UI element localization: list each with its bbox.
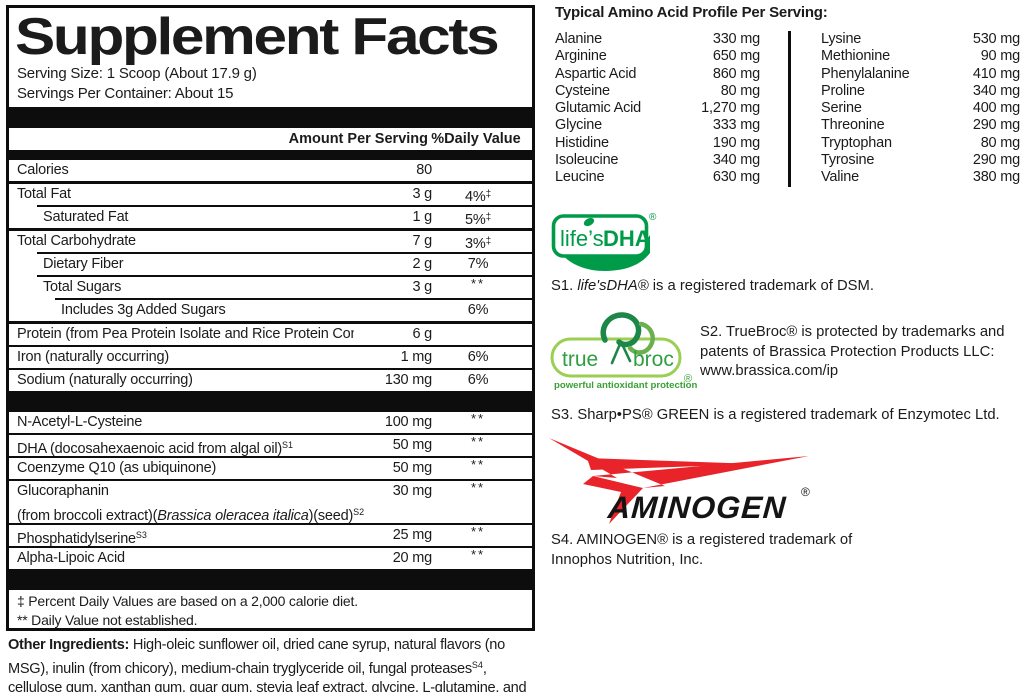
lifesdha-word-dha: DHA [603,226,651,251]
aminogen-logo: AMINOGEN ® [547,436,827,535]
trademark-note-s2: S2. TrueBroc® is protected by trademarks… [700,324,1005,379]
table-row-glucoraphanin-source: (from broccoli extract)(Brassica olerace… [17,507,365,523]
registered-mark: ® [649,212,657,223]
truebroc-logo-graphic: true broc powerful antioxidant protectio… [550,312,698,391]
list-item: Threonine 290 mg [821,117,1020,134]
list-item: Alanine 330 mg [555,31,760,47]
row-separator [9,523,532,525]
table-row-added-sugars: Includes 3g Added Sugars 6% [61,302,489,318]
lifesdha-logo-graphic: life’s DHA ® [551,212,657,271]
list-item: Tyrosine 290 mg [821,152,1020,169]
registered-mark: ® [684,373,692,385]
amino-acid-table: Alanine 330 mg Arginine 650 mg Aspartic Ac… [555,31,1020,187]
table-header: Amount Per Serving %Daily Value [9,128,532,150]
truebroc-tagline: powerful antioxidant protection [554,380,698,391]
list-item: Proline 340 mg [821,82,1020,99]
table-row-protein: Protein (from Pea Protein Isolate and Ri… [17,326,432,342]
list-item: Phenylalanine 410 mg [821,65,1020,82]
serving-size: Serving Size: 1 Scoop (About 17.9 g) [17,65,257,82]
footnotes: ‡ Percent Daily Values are based on a 2,… [9,590,532,628]
list-item: Histidine 190 mg [555,134,760,151]
column-header-amount: Amount Per Serving [288,131,428,147]
amino-column-right: Lysine 530 mg Methionine 90 mg Phenylalani… [821,31,1020,187]
column-header-daily-value: %Daily Value [431,131,521,147]
trademark-note-s1: S1. life'sDHA® is a registered trademark… [551,278,874,294]
amino-column-left: Alanine 330 mg Arginine 650 mg Aspartic Ac… [555,31,760,187]
row-separator [9,456,532,458]
footnote-dv-not-established: ** Daily Value not established. [17,611,198,628]
table-row-alpha-lipoic-acid: Alpha-Lipoic Acid 20 mg ** [17,547,486,566]
truebroc-logo: true broc powerful antioxidant protectio… [549,306,699,399]
row-separator [9,368,532,370]
servings-per-container: Servings Per Container: About 15 [17,85,234,102]
list-item: Arginine 650 mg [555,48,760,65]
list-item: Methionine 90 mg [821,48,1020,65]
row-separator [37,252,532,254]
truebroc-word-broc: broc [633,348,674,371]
page-title: Supplement Facts [15,8,500,66]
table-row-total-carbohydrate: Total Carbohydrate 7 g 3%‡ [17,233,491,252]
row-separator [9,321,532,324]
table-row-coq10: Coenzyme Q10 (as ubiquinone) 50 mg ** [17,457,486,476]
row-separator [55,298,532,300]
row-separator [9,228,532,231]
divider-bar [9,107,532,128]
table-row-total-fat: Total Fat 3 g 4%‡ [17,186,491,205]
table-row-calories: Calories 80 [17,162,432,178]
table-row-iron: Iron (naturally occurring) 1 mg 6% [17,349,489,365]
truebroc-word-true: true [562,348,598,371]
list-item: Lysine 530 mg [821,31,1020,47]
row-separator [37,275,532,277]
table-row-phosphatidylserine: PhosphatidylserineS3 25 mg ** [17,524,486,546]
list-item: Serine 400 mg [821,100,1020,117]
divider-bar [9,150,532,160]
table-row-glucoraphanin: Glucoraphanin 30 mg ** [17,480,486,499]
list-item: Glutamic Acid 1,270 mg [555,100,760,117]
divider-bar [9,391,532,412]
table-row-dietary-fiber: Dietary Fiber 2 g 7% [43,256,489,272]
amino-column-divider [788,31,791,187]
row-separator [9,345,532,347]
amino-acid-profile-title: Typical Amino Acid Profile Per Serving: [555,4,828,21]
list-item: Isoleucine 340 mg [555,152,760,169]
table-row-saturated-fat: Saturated Fat 1 g 5%‡ [43,209,491,228]
list-item: Aspartic Acid 860 mg [555,65,760,82]
row-separator [9,433,532,435]
trademark-note-s3: S3. Sharp•PS® GREEN is a registered trad… [551,407,1000,423]
aminogen-logo-graphic: AMINOGEN ® [549,438,810,525]
row-separator [9,181,532,184]
list-item: Valine 380 mg [821,169,1020,186]
table-row-total-sugars: Total Sugars 3 g ** [43,276,486,295]
list-item: Glycine 333 mg [555,117,760,134]
lifesdha-logo: life’s DHA ® [551,209,663,282]
trademark-note-s4: S4. AMINOGEN® is a registered trademark … [551,532,853,568]
list-item: Cysteine 80 mg [555,82,760,99]
divider-bar [9,569,532,590]
table-row-dha: DHA (docosahexaenoic acid from algal oil… [17,434,486,456]
lifesdha-word-life: life’s [560,226,604,251]
supplement-facts-panel: Supplement Facts Serving Size: 1 Scoop (… [6,5,535,631]
registered-mark: ® [801,485,810,499]
row-separator [37,205,532,207]
row-separator [9,479,532,481]
list-item: Leucine 630 mg [555,169,760,186]
leaf-icon [583,217,595,227]
table-row-nac: N-Acetyl-L-Cysteine 100 mg ** [17,411,486,430]
row-separator [9,546,532,548]
aminogen-word: AMINOGEN [606,490,788,525]
other-ingredients: Other Ingredients: High-oleic sunflower … [8,637,527,692]
list-item: Tryptophan 80 mg [821,134,1020,151]
other-ingredients-label: Other Ingredients: [8,637,130,653]
table-row-sodium: Sodium (naturally occurring) 130 mg 6% [17,372,489,388]
footnote-daily-values: ‡ Percent Daily Values are based on a 2,… [17,593,358,609]
